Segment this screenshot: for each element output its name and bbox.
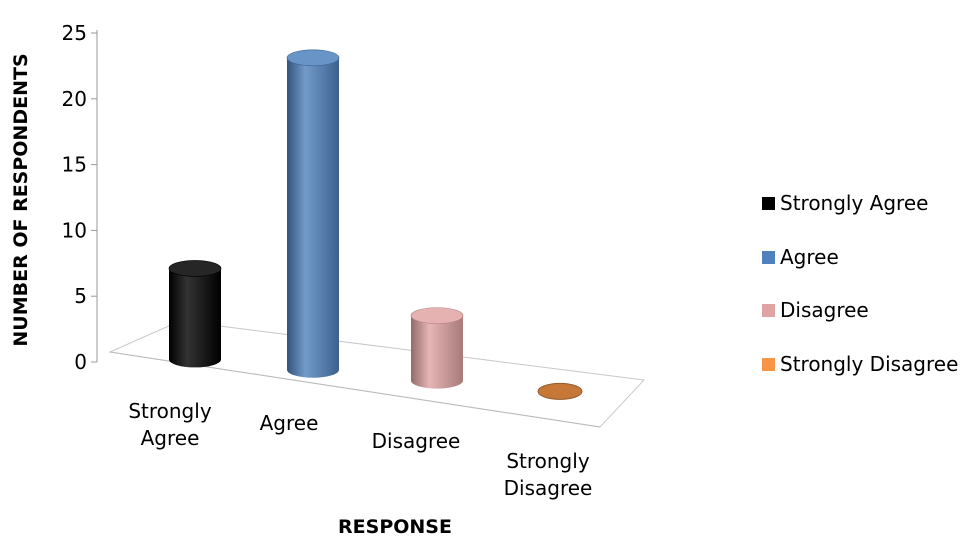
bar-top bbox=[537, 382, 583, 400]
x-axis-title: RESPONSE bbox=[338, 516, 452, 538]
legend-swatch bbox=[762, 197, 775, 210]
bar-top bbox=[286, 49, 340, 67]
category-label: Strongly Disagree bbox=[504, 449, 593, 500]
y-tick-label: 15 bbox=[62, 153, 87, 177]
bar-agree bbox=[286, 49, 340, 378]
bar-body bbox=[287, 57, 339, 378]
y-axis-title: NUMBER OF RESPONDENTS bbox=[10, 53, 32, 346]
bars bbox=[168, 49, 583, 400]
bar-body bbox=[411, 315, 463, 389]
legend-label: Disagree bbox=[780, 298, 869, 322]
bar-disagree bbox=[410, 307, 464, 389]
bar-top bbox=[410, 307, 464, 324]
legend-item: Agree bbox=[762, 245, 839, 269]
legend-label: Strongly Agree bbox=[780, 191, 928, 215]
bar-top bbox=[168, 260, 222, 277]
y-tick-label: 5 bbox=[74, 284, 87, 308]
legend-item: Disagree bbox=[762, 298, 869, 322]
legend-swatch bbox=[762, 358, 775, 371]
category-label: Disagree bbox=[372, 429, 461, 453]
legend-item: Strongly Disagree bbox=[762, 352, 958, 376]
y-tick-label: 25 bbox=[62, 21, 87, 45]
legend: Strongly Agree Agree Disagree Strongly Disa… bbox=[762, 191, 958, 376]
bar-strongly-disagree bbox=[537, 382, 583, 400]
y-axis: 0 5 10 15 20 25 bbox=[62, 21, 98, 374]
legend-swatch bbox=[762, 251, 775, 264]
y-tick-label: 20 bbox=[62, 87, 87, 111]
legend-label: Strongly Disagree bbox=[780, 352, 958, 376]
legend-label: Agree bbox=[780, 245, 839, 269]
legend-swatch bbox=[762, 304, 775, 317]
y-tick-label: 0 bbox=[74, 350, 87, 374]
y-tick-label: 10 bbox=[62, 218, 87, 242]
legend-item: Strongly Agree bbox=[762, 191, 928, 215]
bar-strongly-agree bbox=[168, 260, 222, 368]
bar-body bbox=[169, 268, 221, 368]
category-labels: Strongly Agree Agree Disagree Strongly Disagr… bbox=[128, 399, 592, 500]
category-label: Agree bbox=[260, 411, 319, 435]
category-label: Strongly Agree bbox=[128, 399, 211, 450]
